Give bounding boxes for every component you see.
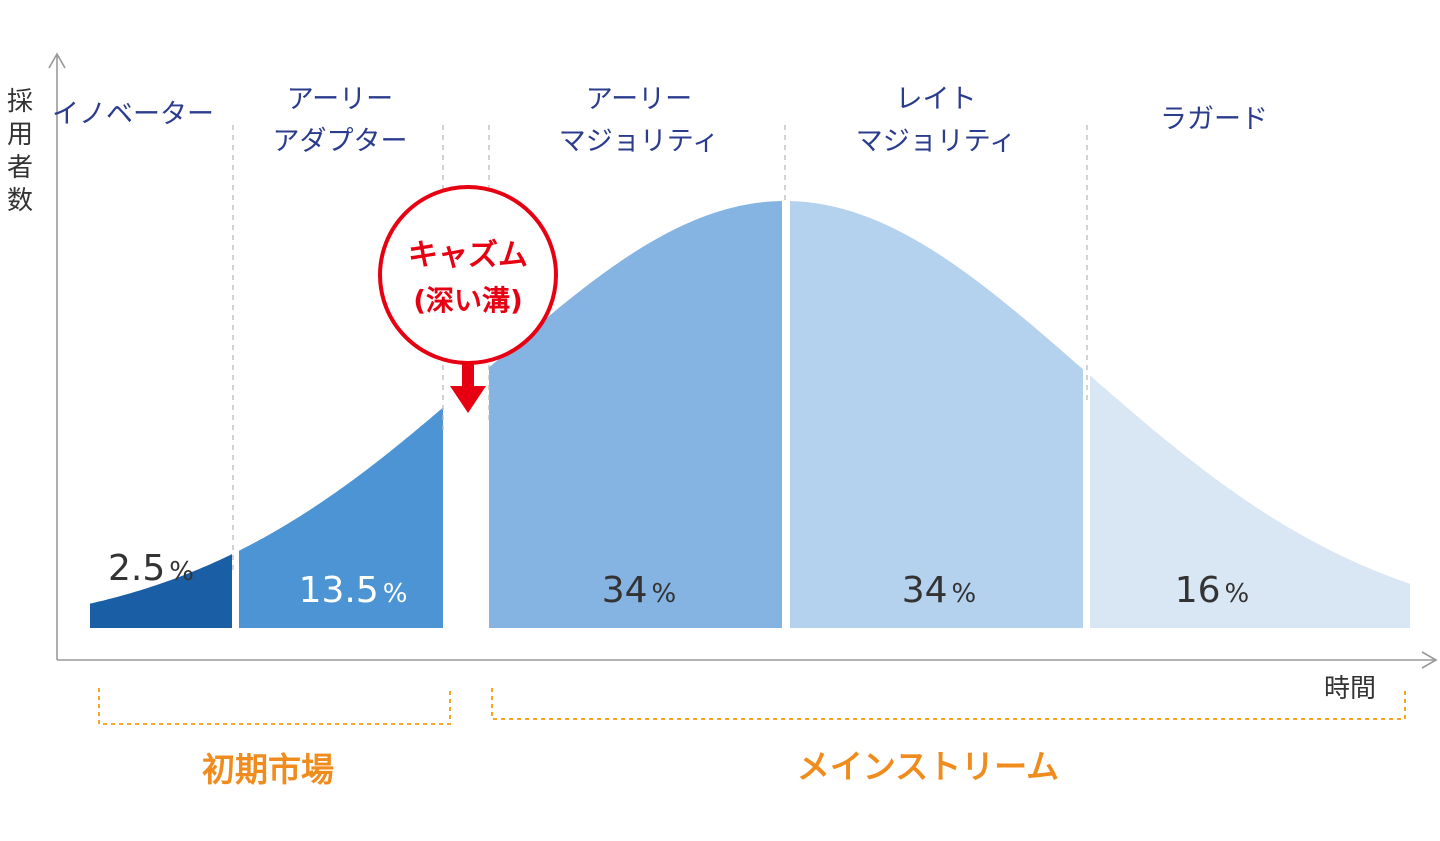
y-axis-label-char-1: 採 bbox=[7, 87, 33, 117]
market-brackets bbox=[98, 688, 1406, 725]
segment-name-early-adopters-line2: アダプター bbox=[273, 126, 408, 157]
early-market-bracket bbox=[98, 688, 451, 725]
percent-value-early-adopters: 13.5 bbox=[299, 570, 379, 611]
segment-name-innovators: イノベーター bbox=[52, 99, 214, 130]
chasm-callout: キャズム (深い溝) bbox=[378, 185, 558, 413]
segment-percent-innovators: 2.5% bbox=[108, 548, 194, 589]
y-axis-label-char-4: 数 bbox=[7, 186, 33, 216]
x-axis-label: 時間 bbox=[1324, 674, 1376, 704]
segment-name-early-majority-line1: アーリー bbox=[586, 84, 692, 115]
chasm-subtitle: (深い溝) bbox=[413, 284, 523, 317]
early-market-label: 初期市場 bbox=[202, 750, 334, 789]
percent-unit-early-majority: % bbox=[652, 579, 677, 609]
segment-name-early-majority-line2: マジョリティ bbox=[559, 126, 719, 157]
segment-percent-late-majority: 34% bbox=[902, 570, 977, 611]
segment-names: イノベーター アーリー アダプター アーリー マジョリティ レイト マジョリティ… bbox=[52, 84, 1268, 157]
mainstream-label: メインストリーム bbox=[797, 747, 1059, 786]
segment-percent-laggards: 16% bbox=[1175, 570, 1250, 611]
y-axis-label: 採 用 者 数 bbox=[7, 87, 33, 216]
percent-value-late-majority: 34 bbox=[902, 570, 948, 611]
percent-unit-laggards: % bbox=[1225, 579, 1250, 609]
chasm-down-arrow-icon bbox=[450, 362, 486, 413]
segment-percent-early-adopters: 13.5% bbox=[299, 570, 408, 611]
percent-unit-late-majority: % bbox=[952, 579, 977, 609]
chasm-circle bbox=[378, 185, 558, 365]
segment-name-late-majority-line1: レイト bbox=[896, 84, 977, 115]
mainstream-bracket bbox=[491, 688, 1406, 720]
chasm-arrow-head bbox=[450, 386, 486, 413]
segment-early-adopters-area bbox=[239, 407, 443, 628]
axes bbox=[48, 52, 1438, 669]
chasm-title: キャズム bbox=[408, 238, 528, 273]
y-axis-arrow-icon bbox=[48, 52, 66, 69]
curve-segments bbox=[90, 201, 1410, 628]
x-axis-arrow-icon bbox=[1421, 651, 1438, 669]
segment-late-majority-area bbox=[790, 201, 1083, 628]
y-axis-label-char-2: 用 bbox=[7, 120, 33, 150]
segment-percentages: 2.5% 13.5% 34% 34% 16% bbox=[108, 548, 1249, 611]
y-axis-label-char-3: 者 bbox=[7, 153, 33, 183]
segment-name-late-majority-line2: マジョリティ bbox=[856, 126, 1016, 157]
segment-name-laggards: ラガード bbox=[1160, 104, 1268, 135]
chasm-arrow-stem bbox=[462, 362, 474, 386]
percent-value-innovators: 2.5 bbox=[108, 548, 165, 589]
segment-percent-early-majority: 34% bbox=[602, 570, 677, 611]
segment-innovators-area bbox=[90, 554, 232, 628]
percent-unit-early-adopters: % bbox=[383, 579, 408, 609]
segment-early-majority-area bbox=[489, 201, 782, 628]
percent-value-early-majority: 34 bbox=[602, 570, 648, 611]
percent-unit-innovators: % bbox=[169, 557, 194, 587]
segment-name-early-adopters-line1: アーリー bbox=[287, 84, 393, 115]
percent-value-laggards: 16 bbox=[1175, 570, 1221, 611]
segment-laggards-area bbox=[1090, 375, 1410, 628]
